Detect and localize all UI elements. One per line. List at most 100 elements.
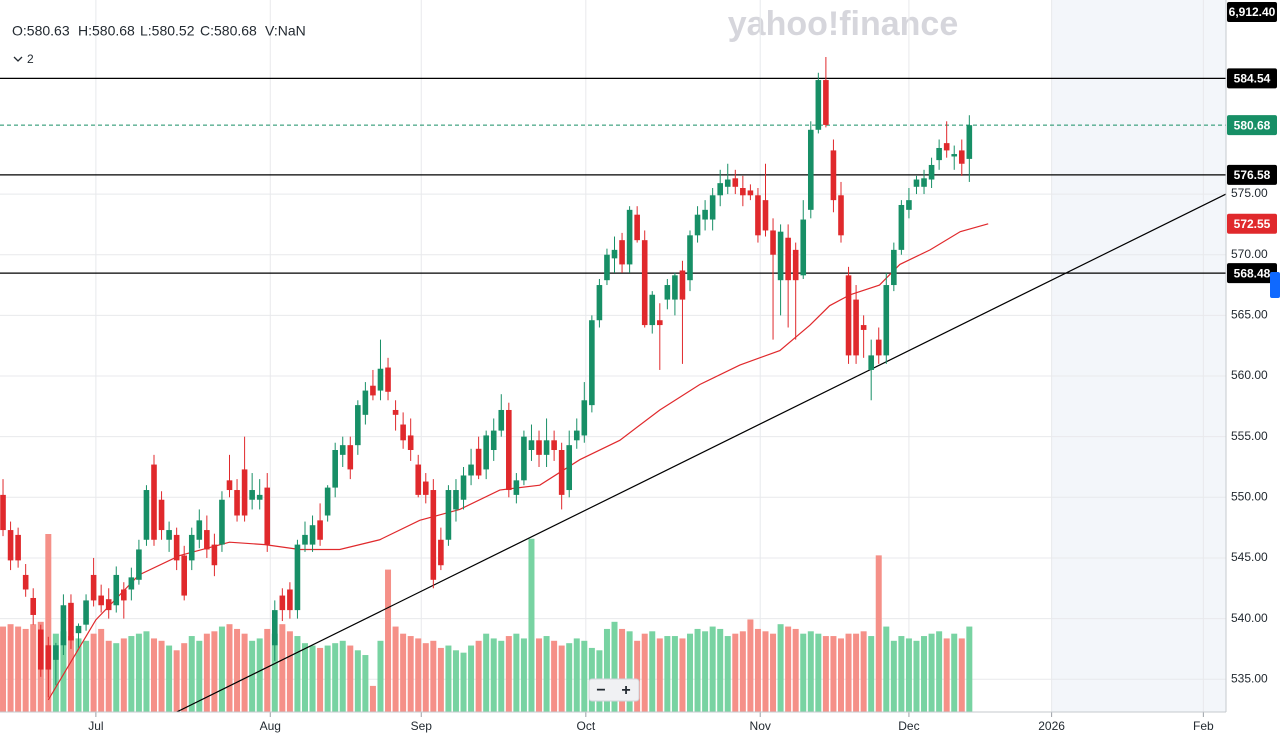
- volume-bar: [845, 633, 852, 712]
- candle-body: [90, 574, 97, 601]
- volume-bar: [611, 621, 618, 712]
- candle-body: [226, 480, 233, 491]
- volume-bar: [687, 633, 694, 712]
- candle-body: [740, 188, 746, 196]
- candle-body: [777, 231, 784, 281]
- candle-body: [589, 320, 595, 406]
- candle-body: [506, 409, 512, 491]
- volume-bar: [347, 645, 354, 712]
- volume-bar: [943, 638, 950, 712]
- x-tick-label: Sep: [411, 719, 433, 733]
- y-tick-label: 570.00: [1231, 247, 1268, 261]
- volume-bar: [30, 624, 37, 712]
- x-tick-label: Feb: [1193, 719, 1214, 733]
- x-tick-label: Oct: [576, 719, 595, 733]
- volume-bar: [875, 555, 882, 712]
- level-tag: 568.48: [1234, 266, 1271, 280]
- volume-bar: [430, 640, 437, 712]
- volume-bar: [921, 636, 928, 712]
- ma-tag: 572.55: [1234, 217, 1271, 231]
- indicator-count: 2: [27, 52, 34, 66]
- volume-bar: [181, 643, 188, 712]
- candle-body: [845, 275, 852, 356]
- candle-body: [581, 400, 588, 436]
- candle-body: [807, 129, 814, 210]
- candle-body: [566, 445, 573, 491]
- volume-bar: [762, 631, 769, 712]
- y-tick-label: 565.00: [1231, 308, 1268, 322]
- volume-bar: [649, 631, 656, 712]
- y-tick-label: 555.00: [1231, 429, 1268, 443]
- candle-body: [513, 480, 520, 495]
- candle-body: [672, 275, 678, 300]
- candle-body: [22, 574, 29, 590]
- candle-body: [883, 285, 890, 356]
- candle-body: [785, 237, 791, 281]
- candle-body: [898, 204, 905, 250]
- x-tick-label: Aug: [260, 719, 281, 733]
- level-tag: 576.58: [1234, 168, 1271, 182]
- volume-bar: [407, 636, 414, 712]
- volume-bar: [75, 638, 82, 712]
- candle-body: [324, 487, 331, 516]
- candle-body: [483, 435, 489, 470]
- volume-bar: [264, 628, 271, 712]
- candle-body: [551, 440, 557, 451]
- candle-body: [181, 555, 188, 596]
- candle-body: [98, 595, 104, 606]
- candle-body: [521, 436, 527, 481]
- candle-body: [121, 589, 127, 601]
- candle-body: [407, 435, 414, 451]
- candle-body: [830, 150, 837, 201]
- volume-bar: [702, 631, 709, 712]
- candle-body: [626, 209, 633, 265]
- volume-bar: [966, 626, 973, 712]
- volume-bar: [581, 640, 588, 712]
- volume-bar: [490, 638, 497, 712]
- volume-bar: [45, 534, 52, 712]
- zoom-in-button[interactable]: +: [621, 682, 630, 699]
- volume-bar: [898, 636, 905, 712]
- volume-bar: [747, 619, 754, 712]
- x-tick-label: Nov: [750, 719, 771, 733]
- volume-bar: [694, 628, 701, 712]
- candle-body: [415, 464, 422, 495]
- side-handle[interactable]: [1270, 272, 1280, 298]
- candle-body: [173, 534, 180, 561]
- volume-bar: [890, 640, 897, 712]
- candle-body: [536, 440, 542, 455]
- indicator-chevron[interactable]: [13, 56, 23, 62]
- y-tick-label: 560.00: [1231, 368, 1268, 382]
- candle-body: [392, 409, 399, 415]
- candle-body: [75, 625, 82, 634]
- volume-bar: [483, 633, 490, 712]
- y-tick-label: 545.00: [1231, 550, 1268, 564]
- candle-body: [528, 440, 535, 451]
- logo: yahoo!finance: [728, 5, 958, 43]
- volume-bar: [853, 633, 860, 712]
- volume-bar: [60, 631, 67, 712]
- volume-bar: [196, 640, 203, 712]
- volume-bar: [475, 640, 482, 712]
- candle-body: [875, 339, 882, 356]
- candle-body: [891, 249, 897, 286]
- volume-bar: [385, 569, 392, 712]
- volume-bar: [135, 633, 142, 712]
- candle-body: [943, 143, 950, 151]
- level-tag: 584.54: [1234, 72, 1271, 86]
- index-tag-box: [1227, 2, 1277, 22]
- volume-bar: [234, 628, 241, 712]
- candle-body: [385, 367, 391, 392]
- last-price-tag: 580.68: [1234, 118, 1271, 132]
- candle-body: [113, 574, 120, 606]
- candle-body: [136, 549, 142, 580]
- candle-body: [657, 320, 663, 326]
- zoom-panel: [588, 678, 640, 702]
- candle-body: [958, 150, 965, 164]
- volume-bar: [936, 631, 943, 712]
- volume-bar: [664, 636, 671, 712]
- zoom-out-button[interactable]: −: [596, 682, 605, 699]
- volume-bar: [301, 643, 308, 712]
- volume-bar: [528, 538, 535, 712]
- volume-bar: [626, 631, 633, 712]
